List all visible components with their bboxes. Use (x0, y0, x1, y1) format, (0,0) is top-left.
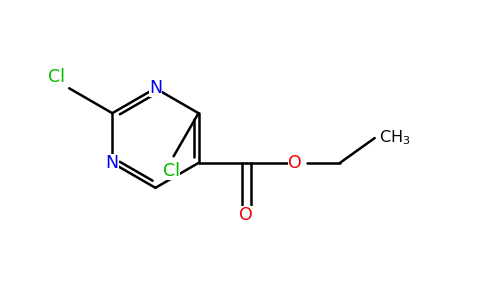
Text: O: O (240, 206, 253, 224)
Text: Cl: Cl (48, 68, 65, 86)
Text: CH$_3$: CH$_3$ (378, 129, 410, 147)
Text: O: O (288, 154, 302, 172)
Text: Cl: Cl (163, 162, 180, 180)
Text: N: N (106, 154, 119, 172)
Text: N: N (149, 79, 162, 97)
